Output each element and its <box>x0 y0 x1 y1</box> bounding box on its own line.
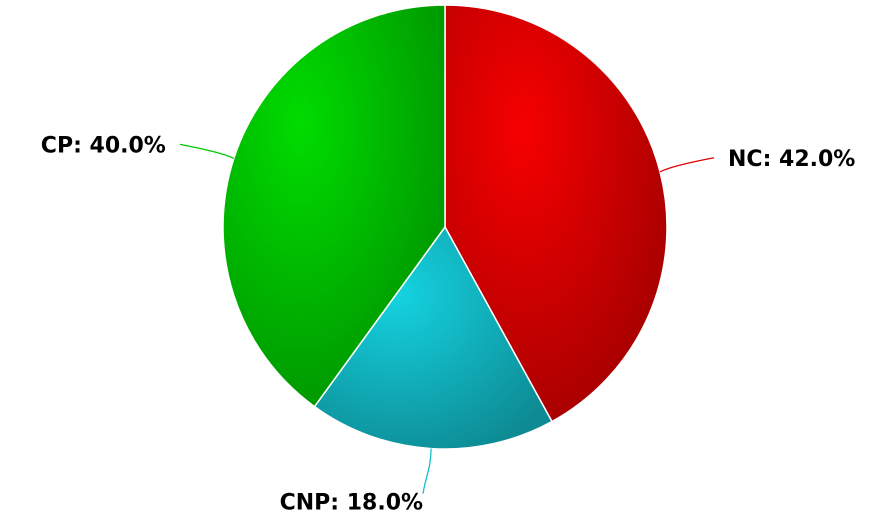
pie-slice <box>222 4 446 408</box>
pie-slice <box>444 4 668 423</box>
slice-label: NC: 42.0% <box>728 147 855 172</box>
leader-line <box>422 448 432 494</box>
slice-label: CNP: 18.0% <box>280 491 423 516</box>
leader-line <box>179 143 235 159</box>
slice-label: CP: 40.0% <box>41 133 166 158</box>
leader-line <box>659 157 715 173</box>
pie-slice <box>313 225 553 450</box>
